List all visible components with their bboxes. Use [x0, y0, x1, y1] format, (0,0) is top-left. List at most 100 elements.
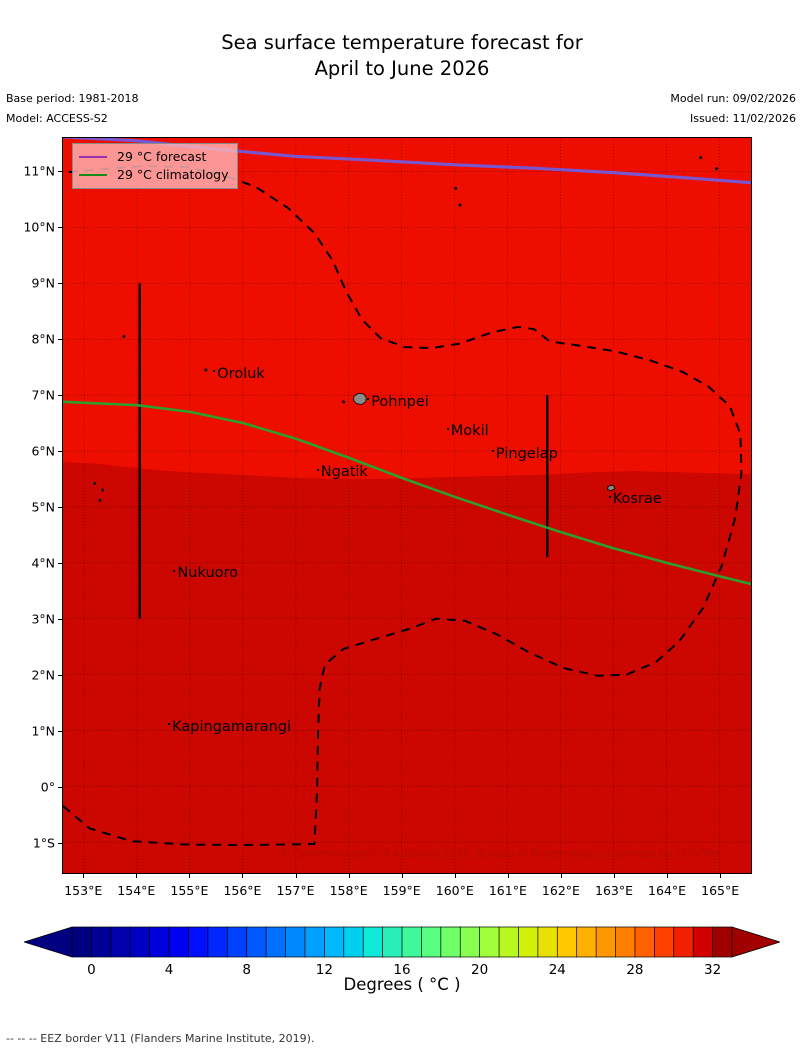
legend-row-climatology: 29 °C climatology [79, 166, 229, 184]
x-tick-label: 162°E [541, 883, 580, 898]
colorbar-tick-label: 12 [315, 962, 333, 978]
colorbar-segment [576, 926, 597, 958]
copyright-text: © Commonwealth of Australia 2026, Bureau… [280, 848, 723, 860]
place-name-text: Kapingamarangi [172, 718, 292, 735]
place-dot-icon [446, 427, 449, 430]
eez-border-line [63, 164, 743, 847]
place-name-text: Mokil [450, 423, 489, 440]
y-tick-mark [58, 394, 62, 396]
atoll-marker [341, 400, 346, 404]
atoll-marker [699, 155, 703, 160]
y-tick-mark [58, 506, 62, 508]
issued-date-text: Issued: 11/02/2026 [689, 112, 796, 125]
colorbar-segment [246, 926, 267, 958]
atoll-marker [122, 334, 126, 339]
colorbar-segment [207, 926, 229, 958]
legend-row-forecast: 29 °C forecast [79, 148, 229, 166]
x-tick-mark [667, 874, 669, 878]
x-tick-label: 165°E [701, 883, 740, 898]
y-tick-mark [58, 843, 62, 845]
x-tick-label: 157°E [276, 883, 315, 898]
map-graphics [63, 138, 751, 873]
x-tick-mark [614, 874, 615, 878]
model-text: Model: ACCESS-S2 [6, 112, 108, 125]
colorbar-segment [129, 926, 151, 958]
place-label-pingelap: Pingelap [491, 445, 558, 462]
place-name-text: Kosrae [612, 491, 662, 508]
atoll-marker [454, 186, 458, 190]
title-line-2: April to June 2026 [314, 57, 490, 80]
colorbar-tick-label: 0 [87, 962, 96, 978]
colorbar-segment [362, 926, 384, 958]
colorbar-segment [498, 926, 520, 958]
colorbar-segment [615, 926, 636, 958]
atoll-marker [715, 167, 719, 171]
colorbar-segment [382, 926, 403, 958]
x-tick-mark [401, 874, 403, 878]
x-tick-mark [507, 874, 509, 878]
forecast-line-swatch [79, 155, 107, 159]
x-tick-mark [83, 874, 85, 878]
colorbar-segment [537, 926, 559, 958]
place-dot-icon [608, 495, 611, 498]
place-label-nukuoro: Nukuoro [173, 565, 238, 581]
colorbar-segment [440, 926, 461, 958]
colorbar-segment [343, 926, 364, 958]
atoll-marker [101, 488, 105, 492]
y-tick-label: 3°N [31, 611, 55, 627]
x-tick-label: 159°E [382, 883, 421, 898]
map-plot[interactable]: 11°N 10°N 9°N 8°N 7°N 6°N 5°N 4°N 3°N 2°N 1°N 0° 1°S… [23, 137, 752, 898]
climatology-line-swatch [79, 173, 107, 177]
base-period-text: Base period: 1981-2018 [6, 92, 139, 105]
colorbar-segment [479, 926, 500, 958]
colorbar-tick-label: 8 [242, 962, 251, 978]
place-name-text: Pingelap [495, 445, 558, 462]
y-tick-mark [58, 226, 62, 228]
y-tick-mark [58, 170, 62, 172]
colorbar-segment [654, 926, 675, 958]
colorbar-segment [324, 926, 345, 958]
atoll-marker [93, 481, 97, 486]
x-tick-mark [454, 874, 456, 878]
sst-band-lower [63, 462, 751, 873]
place-dot-icon [213, 370, 216, 372]
island-shape-pohnpei [353, 392, 367, 405]
x-tick-label: 158°E [329, 883, 368, 898]
colorbar-axis-label: Degrees ( °C ) [343, 975, 461, 994]
place-dot-icon [367, 398, 370, 401]
colorbar-arrow-low [24, 926, 73, 958]
x-tick-label: 160°E [435, 883, 474, 898]
colorbar-segment [226, 926, 248, 958]
colorbar-segment [401, 926, 423, 958]
y-tick-label: 2°N [31, 667, 55, 683]
island-shape-kosrae [607, 484, 616, 492]
y-tick-mark [58, 675, 62, 677]
x-tick-mark [348, 874, 350, 878]
colorbar-tick-label: 16 [393, 962, 411, 978]
place-dot-icon [173, 569, 176, 572]
y-tick-label: 9°N [31, 275, 55, 291]
y-tick-label: 6°N [31, 443, 55, 459]
y-tick-label: 10°N [23, 219, 55, 235]
legend-label-climatology: 29 °C climatology [117, 167, 229, 182]
colorbar-segment [421, 926, 442, 958]
colorbar-segment [304, 926, 326, 958]
place-label-kapingamarangi: Kapingamarangi [168, 719, 291, 735]
x-tick-label: 156°E [223, 883, 262, 898]
map-canvas[interactable] [62, 137, 752, 874]
colorbar-tick-label: 4 [164, 962, 174, 978]
place-dot-icon [316, 468, 319, 471]
eez-border-note: -- -- -- EEZ border V11 (Flanders Marine… [6, 1032, 315, 1045]
y-tick-label: 11°N [23, 163, 55, 179]
y-tick-label: 8°N [31, 331, 55, 347]
y-tick-mark [58, 618, 62, 620]
x-tick-mark [560, 874, 562, 878]
page-title: Sea surface temperature forecast for Apr… [0, 30, 804, 82]
colorbar-segment [110, 926, 131, 958]
colorbar-segment [673, 926, 694, 958]
y-tick-mark [58, 787, 62, 789]
place-label-oroluk: Oroluk [213, 366, 265, 382]
colorbar-segment [692, 926, 714, 958]
colorbar-segment [71, 926, 93, 958]
colorbar-segment [168, 926, 190, 958]
